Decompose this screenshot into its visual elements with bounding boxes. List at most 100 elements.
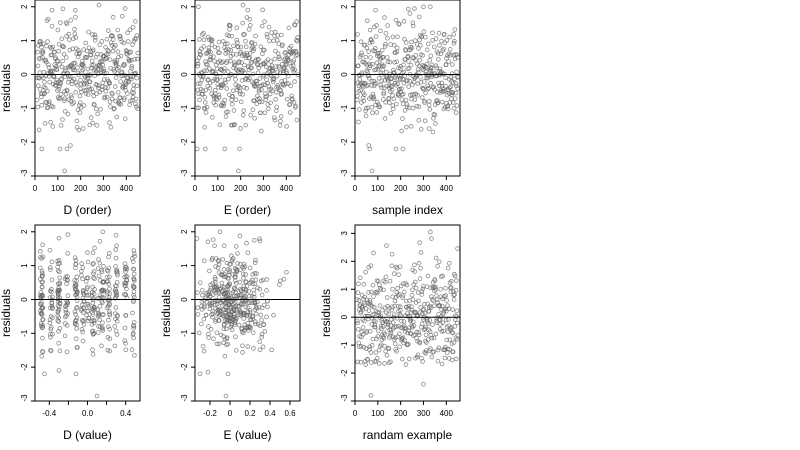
data-point <box>236 322 242 328</box>
data-point <box>97 260 103 266</box>
data-point <box>61 98 67 104</box>
data-point <box>434 89 440 95</box>
data-point <box>397 264 403 270</box>
data-point <box>371 312 377 317</box>
data-point <box>280 42 285 48</box>
data-point <box>92 73 97 79</box>
data-point <box>86 292 92 298</box>
data-point <box>123 292 128 298</box>
y-axis-label: residuals <box>0 289 13 337</box>
data-point <box>133 70 138 76</box>
data-point <box>91 93 97 99</box>
data-point <box>452 273 458 279</box>
data-point <box>235 251 240 256</box>
data-point <box>63 68 68 73</box>
y-axis-label: residuals <box>319 64 333 112</box>
y-tick-label: -2 <box>180 363 189 371</box>
data-point <box>75 65 80 70</box>
data-point <box>403 362 409 367</box>
data-point <box>284 61 290 67</box>
data-point <box>370 110 375 116</box>
data-point <box>91 261 96 266</box>
data-point <box>257 99 262 105</box>
data-point <box>279 91 285 97</box>
data-point <box>400 356 405 362</box>
data-point <box>446 317 451 322</box>
data-point <box>77 93 83 99</box>
data-point <box>387 278 393 284</box>
data-point <box>220 257 226 262</box>
data-point <box>247 310 253 315</box>
data-point <box>79 327 85 332</box>
data-point <box>64 349 70 355</box>
data-point <box>418 265 423 271</box>
data-point <box>56 368 62 373</box>
data-point <box>85 275 91 281</box>
data-point <box>115 272 120 278</box>
data-point <box>59 36 65 42</box>
data-point <box>266 84 272 89</box>
data-point <box>453 81 459 86</box>
data-point <box>448 289 454 295</box>
data-point <box>57 280 62 285</box>
data-point <box>100 229 106 235</box>
data-point <box>253 300 258 306</box>
data-point <box>418 42 423 48</box>
data-point <box>397 21 402 27</box>
data-point <box>243 44 249 50</box>
data-point <box>290 63 296 68</box>
data-point <box>116 54 121 60</box>
data-point <box>221 103 226 109</box>
data-point <box>357 344 362 349</box>
data-point <box>205 62 210 68</box>
y-tick-label: 2 <box>340 4 349 9</box>
y-tick-label: -3 <box>20 394 29 402</box>
data-point <box>80 265 86 270</box>
data-point <box>62 321 68 326</box>
data-point <box>264 32 270 37</box>
data-point <box>122 6 128 11</box>
data-point <box>433 36 439 41</box>
y-tick-label: -3 <box>180 169 189 177</box>
data-point <box>125 30 130 36</box>
data-point <box>123 48 129 53</box>
data-point <box>47 320 53 326</box>
data-point <box>233 97 239 103</box>
data-point <box>361 344 367 350</box>
data-point <box>383 279 388 285</box>
data-point <box>129 347 135 352</box>
data-point <box>106 298 112 303</box>
data-point <box>245 250 251 256</box>
data-point <box>133 36 139 41</box>
data-point <box>259 87 264 92</box>
data-point <box>417 240 422 245</box>
data-point <box>212 243 217 249</box>
data-point <box>373 350 379 355</box>
data-point <box>221 326 227 332</box>
data-point <box>91 62 96 68</box>
data-point <box>105 347 111 353</box>
data-point <box>268 100 273 106</box>
data-point <box>421 283 426 289</box>
data-point <box>106 254 111 260</box>
data-point <box>389 88 395 93</box>
data-point <box>90 352 96 357</box>
data-point <box>410 23 416 29</box>
data-point <box>405 53 411 59</box>
data-point <box>228 58 233 64</box>
data-point <box>222 146 227 152</box>
x-tick-label: 0.0 <box>82 409 94 418</box>
data-point <box>232 320 238 326</box>
data-point <box>383 348 388 354</box>
data-point <box>72 287 78 292</box>
x-axis-label: randam example <box>363 428 453 442</box>
data-point <box>115 90 121 95</box>
data-point <box>115 313 120 318</box>
data-point <box>430 129 436 135</box>
data-point <box>110 14 116 20</box>
data-point <box>257 347 263 353</box>
data-point <box>65 299 70 305</box>
data-point <box>55 258 60 264</box>
data-point <box>453 52 458 57</box>
data-point <box>52 49 57 55</box>
